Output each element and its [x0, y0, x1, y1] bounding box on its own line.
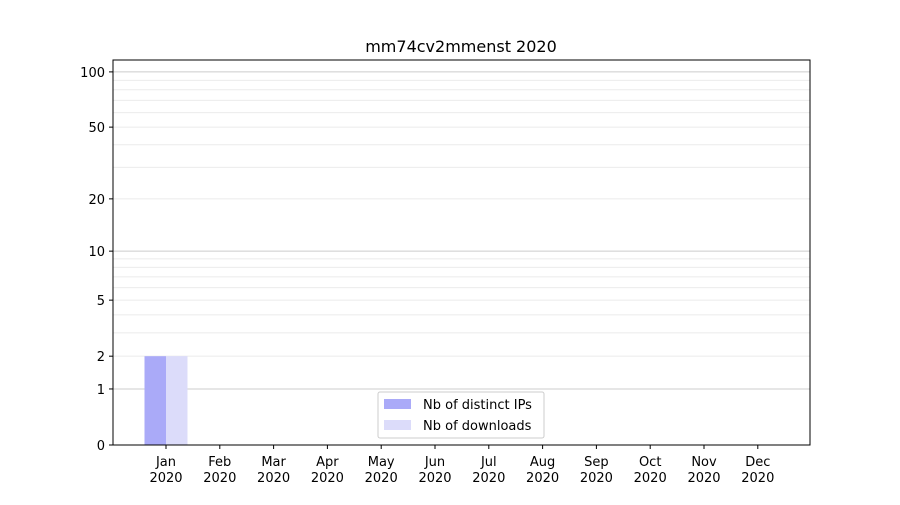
y-tick-label: 1 — [97, 383, 105, 398]
x-tick-label-month: Nov — [691, 455, 717, 470]
x-tick-label-year: 2020 — [311, 471, 344, 486]
x-tick-label-year: 2020 — [365, 471, 398, 486]
y-axis: 0 1 2 5 10 20 50 100 — [80, 66, 113, 454]
bar-downloads — [166, 356, 188, 445]
chart-title: mm74cv2mmenst 2020 — [365, 37, 557, 56]
x-tick-label-year: 2020 — [526, 471, 559, 486]
bar-distinct-ips — [144, 356, 166, 445]
x-tick-label-year: 2020 — [472, 471, 505, 486]
x-tick-label-month: Aug — [530, 455, 555, 470]
x-tick-label-year: 2020 — [687, 471, 720, 486]
x-tick-label-month: Jul — [480, 455, 497, 470]
x-tick-label-month: May — [368, 455, 395, 470]
x-tick-label-month: Oct — [639, 455, 661, 470]
x-tick-label-month: Jan — [155, 455, 176, 470]
legend-box — [377, 391, 545, 439]
y-tick-label: 20 — [88, 193, 105, 208]
x-tick-label-month: Dec — [745, 455, 770, 470]
x-tick-label-month: Jun — [424, 455, 445, 470]
x-tick-label-year: 2020 — [741, 471, 774, 486]
legend-swatch-ips — [384, 399, 411, 409]
y-tick-label: 10 — [88, 245, 105, 260]
x-tick-label-year: 2020 — [634, 471, 667, 486]
x-tick-label-month: Feb — [208, 455, 231, 470]
grid — [113, 71, 810, 390]
y-tick-label: 5 — [97, 294, 105, 309]
x-tick-label-year: 2020 — [418, 471, 451, 486]
x-tick-label-year: 2020 — [203, 471, 236, 486]
x-tick-label-month: Sep — [584, 455, 609, 470]
y-tick-label: 100 — [80, 66, 105, 81]
x-tick-label-year: 2020 — [149, 471, 182, 486]
legend-label-downloads: Nb of downloads — [423, 419, 532, 434]
x-axis: Jan2020Feb2020Mar2020Apr2020May2020Jun20… — [149, 445, 774, 486]
legend: Nb of distinct IPs Nb of downloads — [377, 391, 545, 439]
bars — [144, 356, 188, 445]
x-tick-label-year: 2020 — [257, 471, 290, 486]
x-tick-label-year: 2020 — [580, 471, 613, 486]
axes-frame — [112, 59, 811, 446]
x-tick-label-month: Apr — [316, 455, 339, 470]
legend-label-ips: Nb of distinct IPs — [423, 398, 532, 413]
legend-swatch-downloads — [384, 420, 411, 430]
x-tick-label-month: Mar — [261, 455, 286, 470]
y-tick-label: 0 — [97, 439, 105, 454]
y-tick-label: 2 — [97, 350, 105, 365]
y-tick-label: 50 — [88, 121, 105, 136]
